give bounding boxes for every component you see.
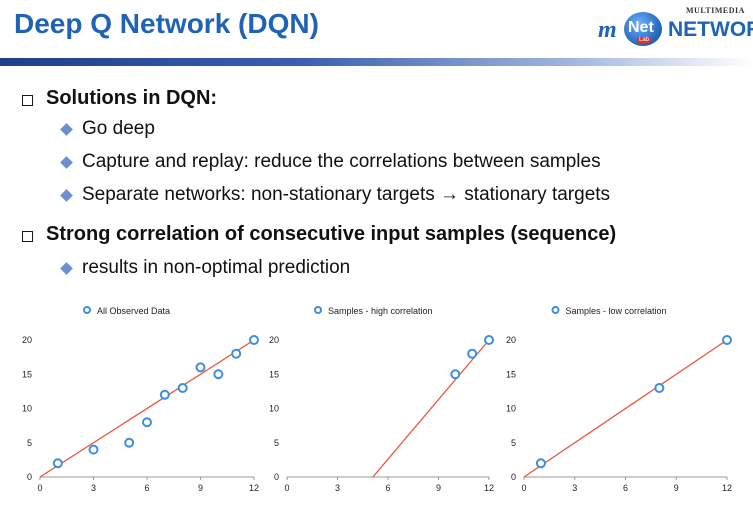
bullet-heading: Solutions in DQN: — [46, 87, 218, 109]
sub-bullet: Separate networks: non-stationary target… — [82, 184, 611, 205]
y-tick-label: 5 — [27, 438, 32, 448]
x-tick-label: 12 — [484, 483, 494, 493]
square-bullet-icon — [22, 231, 33, 242]
x-tick-label: 3 — [572, 483, 577, 493]
diamond-bullet-icon — [60, 189, 73, 202]
diamond-bullet-icon — [60, 123, 73, 136]
legend-marker-icon — [83, 306, 91, 314]
y-tick-label: 5 — [511, 438, 516, 448]
data-point — [88, 444, 99, 455]
correlation-charts: All Observed Data 0 5 10 15 20 0 3 6 9 12 Samples -… — [22, 306, 732, 493]
fit-line — [39, 339, 255, 478]
y-tick-label: 20 — [269, 335, 279, 345]
x-tick-label: 6 — [623, 483, 628, 493]
logo-net-text: Net — [628, 19, 654, 36]
y-tick-label: 10 — [506, 404, 516, 414]
y-tick-label: 0 — [27, 472, 32, 482]
data-point — [195, 362, 206, 373]
x-tick-label: 0 — [284, 483, 289, 493]
y-tick-label: 20 — [506, 335, 516, 345]
x-tick-label: 6 — [385, 483, 390, 493]
square-bullet-icon — [22, 95, 33, 106]
x-tick-label: 12 — [722, 483, 732, 493]
logo-m-letter: m — [598, 17, 617, 43]
data-point — [484, 335, 494, 345]
diamond-bullet-icon — [60, 262, 73, 275]
y-tick-label: 10 — [269, 404, 279, 414]
data-point — [177, 382, 188, 393]
x-tick-label: 9 — [436, 483, 441, 493]
y-tick-label: 0 — [274, 472, 279, 482]
x-tick-label: 9 — [198, 483, 203, 493]
logo-subtitle: MULTIMEDIA — [686, 6, 745, 15]
fit-line — [523, 339, 728, 478]
x-tick-label: 6 — [144, 483, 149, 493]
x-tick-label: 3 — [335, 483, 340, 493]
data-point — [467, 348, 478, 359]
data-point — [654, 382, 665, 393]
data-point — [142, 417, 152, 428]
data-point — [249, 335, 259, 345]
fit-line — [372, 339, 490, 478]
legend-label: Samples - high correlation — [328, 306, 433, 316]
y-tick-label: 15 — [22, 369, 32, 379]
y-tick-label: 15 — [269, 369, 279, 379]
data-point — [52, 458, 63, 469]
logo-main-text: NETWORK — [668, 18, 753, 41]
sub-bullet: Go deep — [82, 118, 155, 139]
x-tick-label: 0 — [37, 483, 42, 493]
y-tick-label: 20 — [22, 335, 32, 345]
sub-bullet: Capture and replay: reduce the correlati… — [82, 151, 601, 172]
legend-marker-icon — [314, 306, 322, 314]
y-tick-label: 15 — [506, 369, 516, 379]
x-tick-label: 0 — [521, 483, 526, 493]
y-tick-label: 5 — [274, 438, 279, 448]
y-tick-label: 0 — [511, 472, 516, 482]
legend-label: Samples - low correlation — [566, 306, 667, 316]
slide-title: Deep Q Network (DQN) — [14, 8, 319, 39]
data-point — [124, 437, 135, 448]
data-point — [213, 369, 224, 380]
legend-label: All Observed Data — [97, 306, 170, 316]
title-divider — [0, 58, 753, 66]
x-tick-label: 3 — [91, 483, 96, 493]
y-tick-label: 10 — [22, 404, 32, 414]
x-tick-label: 12 — [249, 483, 259, 493]
data-point — [722, 335, 732, 345]
data-point — [159, 389, 170, 400]
data-point — [535, 458, 546, 469]
sub-bullet: results in non-optimal prediction — [82, 257, 351, 278]
data-point — [231, 348, 242, 359]
data-point — [450, 369, 461, 380]
legend-marker-icon — [551, 306, 560, 314]
logo-lab-badge: Lab — [637, 37, 652, 43]
diamond-bullet-icon — [60, 156, 73, 169]
bullet-heading: Strong correlation of consecutive input … — [46, 223, 617, 245]
x-tick-label: 9 — [674, 483, 679, 493]
